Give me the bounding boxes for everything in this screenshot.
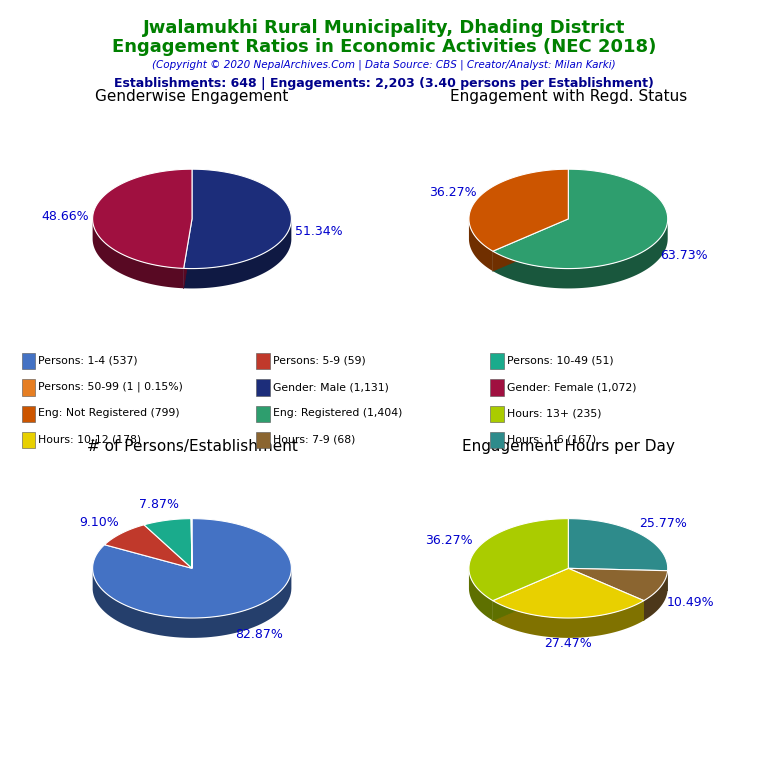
Text: Gender: Female (1,072): Gender: Female (1,072) — [507, 382, 637, 392]
Text: Eng: Not Registered (799): Eng: Not Registered (799) — [38, 408, 180, 419]
Text: Persons: 5-9 (59): Persons: 5-9 (59) — [273, 356, 366, 366]
Text: Hours: 1-6 (167): Hours: 1-6 (167) — [507, 434, 596, 445]
Text: 51.34%: 51.34% — [295, 225, 343, 238]
Text: 36.27%: 36.27% — [425, 535, 473, 548]
Polygon shape — [93, 568, 291, 638]
Polygon shape — [104, 525, 192, 568]
Text: Persons: 10-49 (51): Persons: 10-49 (51) — [507, 356, 614, 366]
Polygon shape — [493, 568, 644, 618]
Polygon shape — [568, 568, 644, 621]
Text: 10.49%: 10.49% — [667, 596, 714, 609]
Polygon shape — [184, 220, 291, 289]
Text: 25.77%: 25.77% — [640, 517, 687, 530]
Text: Hours: 13+ (235): Hours: 13+ (235) — [507, 408, 601, 419]
Polygon shape — [493, 219, 568, 271]
Polygon shape — [493, 219, 667, 289]
Polygon shape — [568, 568, 667, 591]
Text: 36.27%: 36.27% — [429, 186, 477, 199]
Polygon shape — [493, 568, 568, 621]
Polygon shape — [184, 169, 291, 269]
Text: 63.73%: 63.73% — [660, 249, 707, 262]
Text: Gender: Male (1,131): Gender: Male (1,131) — [273, 382, 389, 392]
Polygon shape — [184, 219, 192, 288]
Title: Engagement Hours per Day: Engagement Hours per Day — [462, 439, 675, 454]
Text: Hours: 10-12 (178): Hours: 10-12 (178) — [38, 434, 141, 445]
Text: Persons: 1-4 (537): Persons: 1-4 (537) — [38, 356, 138, 366]
Polygon shape — [493, 568, 568, 621]
Polygon shape — [191, 518, 192, 568]
Polygon shape — [144, 518, 192, 568]
Text: Persons: 50-99 (1 | 0.15%): Persons: 50-99 (1 | 0.15%) — [38, 382, 184, 392]
Title: Genderwise Engagement: Genderwise Engagement — [95, 89, 289, 104]
Text: 9.10%: 9.10% — [79, 515, 119, 528]
Polygon shape — [644, 571, 667, 621]
Text: Establishments: 648 | Engagements: 2,203 (3.40 persons per Establishment): Establishments: 648 | Engagements: 2,203… — [114, 77, 654, 90]
Text: Hours: 7-9 (68): Hours: 7-9 (68) — [273, 434, 355, 445]
Text: 7.87%: 7.87% — [139, 498, 179, 511]
Text: Jwalamukhi Rural Municipality, Dhading District: Jwalamukhi Rural Municipality, Dhading D… — [143, 19, 625, 37]
Polygon shape — [568, 568, 667, 591]
Polygon shape — [568, 568, 644, 621]
Polygon shape — [568, 518, 667, 571]
Polygon shape — [93, 219, 184, 288]
Text: Eng: Registered (1,404): Eng: Registered (1,404) — [273, 408, 402, 419]
Text: Engagement Ratios in Economic Activities (NEC 2018): Engagement Ratios in Economic Activities… — [112, 38, 656, 56]
Text: 82.87%: 82.87% — [235, 628, 283, 641]
Polygon shape — [93, 169, 192, 268]
Polygon shape — [469, 569, 493, 621]
Text: (Copyright © 2020 NepalArchives.Com | Data Source: CBS | Creator/Analyst: Milan : (Copyright © 2020 NepalArchives.Com | Da… — [152, 59, 616, 70]
Polygon shape — [493, 169, 667, 269]
Polygon shape — [93, 518, 291, 618]
Polygon shape — [184, 219, 192, 288]
Text: 27.47%: 27.47% — [545, 637, 592, 650]
Polygon shape — [493, 219, 568, 271]
Title: Engagement with Regd. Status: Engagement with Regd. Status — [450, 89, 687, 104]
Title: # of Persons/Establishment: # of Persons/Establishment — [87, 439, 297, 454]
Polygon shape — [568, 568, 667, 601]
Polygon shape — [493, 601, 644, 638]
Polygon shape — [469, 169, 568, 251]
Polygon shape — [469, 518, 568, 601]
Polygon shape — [469, 220, 493, 271]
Text: 48.66%: 48.66% — [41, 210, 89, 223]
